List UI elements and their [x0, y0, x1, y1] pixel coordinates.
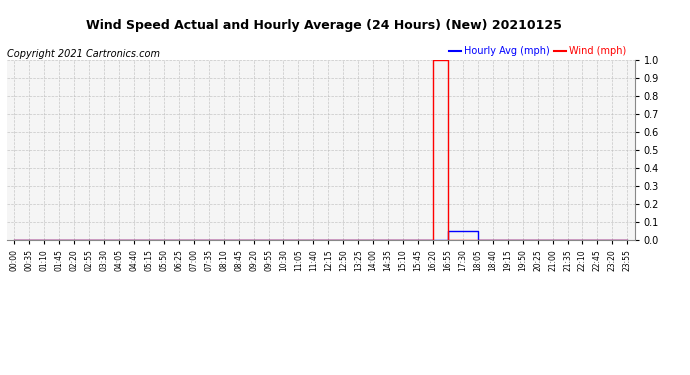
Legend: Hourly Avg (mph), Wind (mph): Hourly Avg (mph), Wind (mph): [445, 42, 630, 60]
Text: Copyright 2021 Cartronics.com: Copyright 2021 Cartronics.com: [7, 49, 160, 59]
Text: Wind Speed Actual and Hourly Average (24 Hours) (New) 20210125: Wind Speed Actual and Hourly Average (24…: [86, 19, 562, 32]
